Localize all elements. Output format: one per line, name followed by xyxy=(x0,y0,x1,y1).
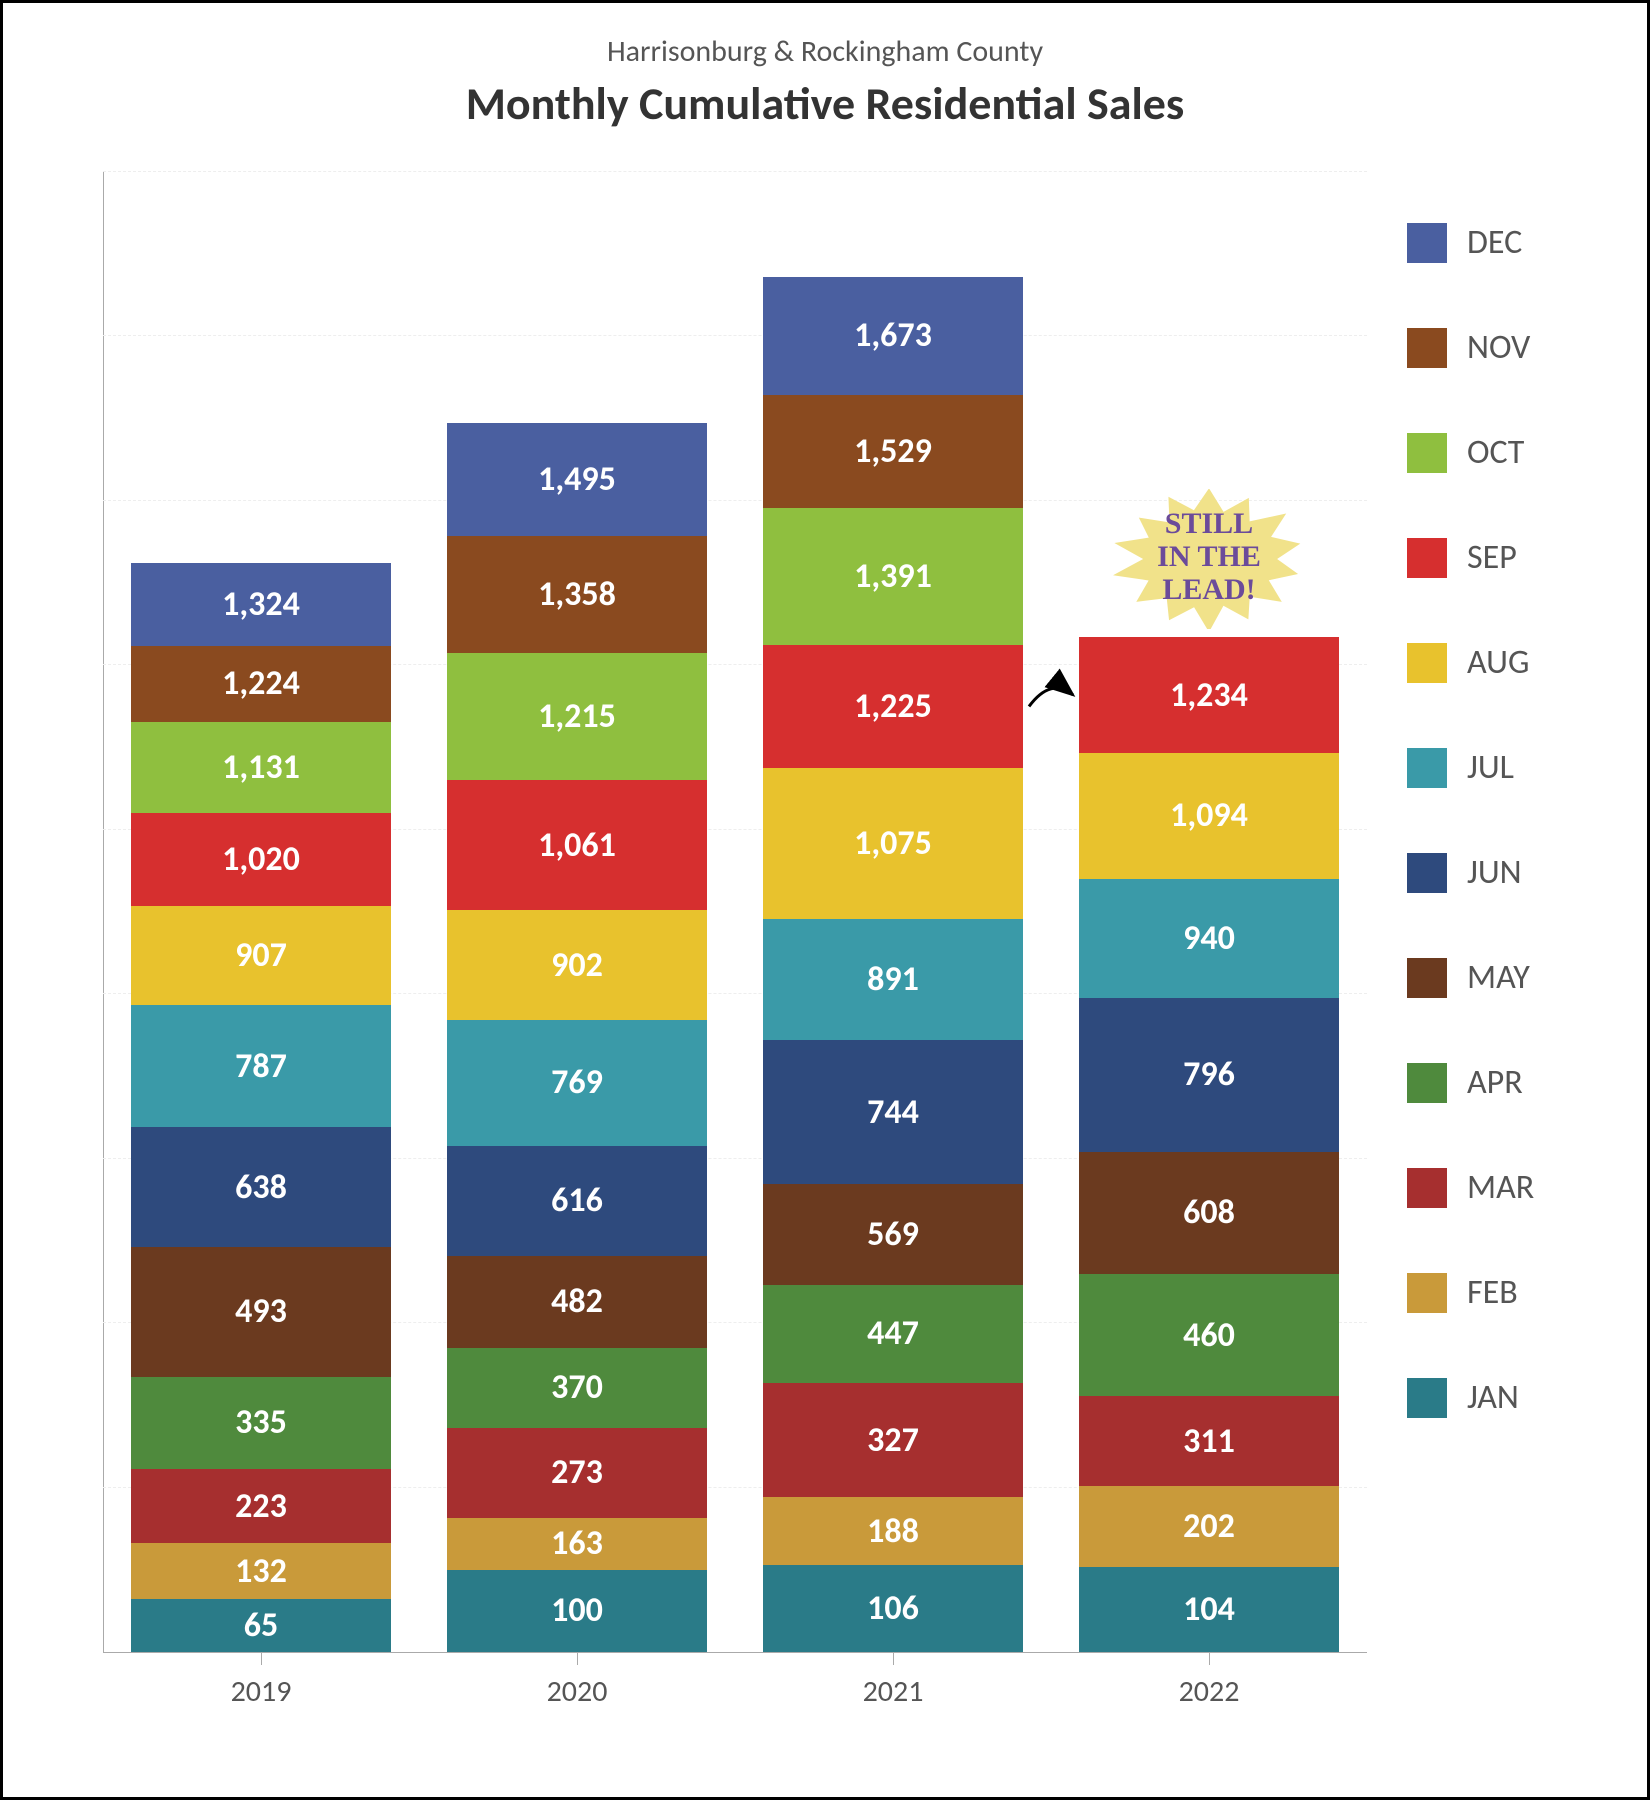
seg-2021-MAY: 569 xyxy=(763,1184,1023,1284)
legend-swatch-JUL xyxy=(1407,748,1447,788)
bar-2020: 1001632733704826167699021,0611,2151,3581… xyxy=(447,423,707,1652)
legend-swatch-MAR xyxy=(1407,1168,1447,1208)
legend-label-NOV: NOV xyxy=(1467,327,1530,368)
seg-2019-MAY: 493 xyxy=(131,1247,391,1377)
seg-2022-SEP: 1,234 xyxy=(1079,637,1339,752)
plot-wrap: 651322233354936387879071,0201,1311,2241,… xyxy=(43,142,1607,1722)
seg-2020-JAN: 100 xyxy=(447,1570,707,1652)
seg-2022-APR: 460 xyxy=(1079,1274,1339,1397)
seg-2019-OCT: 1,131 xyxy=(131,722,391,813)
legend-swatch-DEC xyxy=(1407,223,1447,263)
legend-item-SEP: SEP xyxy=(1407,537,1607,578)
legend-item-AUG: AUG xyxy=(1407,642,1607,683)
seg-2021-JUL: 891 xyxy=(763,919,1023,1040)
legend-item-APR: APR xyxy=(1407,1062,1607,1103)
seg-2021-JUN: 744 xyxy=(763,1040,1023,1184)
seg-2021-SEP: 1,225 xyxy=(763,645,1023,768)
legend-item-MAY: MAY xyxy=(1407,957,1607,998)
legend-swatch-MAY xyxy=(1407,958,1447,998)
seg-2021-DEC: 1,673 xyxy=(763,277,1023,395)
seg-2022-MAR: 311 xyxy=(1079,1396,1339,1486)
seg-2022-JUN: 796 xyxy=(1079,998,1339,1153)
seg-2020-NOV: 1,358 xyxy=(447,536,707,654)
legend-label-MAR: MAR xyxy=(1467,1167,1534,1208)
legend-swatch-OCT xyxy=(1407,433,1447,473)
seg-2020-JUL: 769 xyxy=(447,1020,707,1146)
seg-2020-DEC: 1,495 xyxy=(447,423,707,536)
legend-label-MAY: MAY xyxy=(1467,957,1530,998)
x-tick-2020: 2020 xyxy=(447,1653,707,1722)
legend-item-NOV: NOV xyxy=(1407,327,1607,368)
seg-2020-AUG: 902 xyxy=(447,910,707,1019)
seg-2019-AUG: 907 xyxy=(131,906,391,1005)
seg-2019-APR: 335 xyxy=(131,1377,391,1469)
legend-item-DEC: DEC xyxy=(1407,222,1607,263)
seg-2019-NOV: 1,224 xyxy=(131,646,391,722)
seg-2022-JUL: 940 xyxy=(1079,879,1339,997)
x-axis: 2019 2020 2021 2022 xyxy=(103,1652,1367,1722)
bar-2021: 1061883274475697448911,0751,2251,3911,52… xyxy=(763,277,1023,1652)
bar-2019: 651322233354936387879071,0201,1311,2241,… xyxy=(131,563,391,1652)
x-tick-2019: 2019 xyxy=(131,1653,391,1722)
seg-2019-DEC: 1,324 xyxy=(131,563,391,645)
seg-2019-JUN: 638 xyxy=(131,1127,391,1246)
seg-2022-MAY: 608 xyxy=(1079,1152,1339,1274)
legend: DEC NOV OCT SEP AUG JUL JUN MAY APR MAR FEB JAN xyxy=(1367,142,1607,1722)
seg-2019-SEP: 1,020 xyxy=(131,813,391,906)
chart-title: Monthly Cumulative Residential Sales xyxy=(43,76,1607,132)
legend-swatch-FEB xyxy=(1407,1273,1447,1313)
title-block: Harrisonburg & Rockingham County Monthly… xyxy=(43,33,1607,132)
legend-label-JUN: JUN xyxy=(1467,852,1522,893)
x-tick-2021: 2021 xyxy=(763,1653,1023,1722)
legend-swatch-APR xyxy=(1407,1063,1447,1103)
seg-2021-MAR: 327 xyxy=(763,1383,1023,1497)
seg-2021-APR: 447 xyxy=(763,1285,1023,1384)
bars-row: 651322233354936387879071,0201,1311,2241,… xyxy=(103,172,1367,1652)
legend-label-JUL: JUL xyxy=(1467,747,1514,788)
legend-item-OCT: OCT xyxy=(1407,432,1607,473)
seg-2019-MAR: 223 xyxy=(131,1469,391,1544)
x-tick-2022: 2022 xyxy=(1079,1653,1339,1722)
seg-2022-AUG: 1,094 xyxy=(1079,753,1339,880)
seg-2022-FEB: 202 xyxy=(1079,1486,1339,1567)
seg-2020-OCT: 1,215 xyxy=(447,653,707,780)
legend-label-JAN: JAN xyxy=(1467,1377,1519,1418)
legend-item-MAR: MAR xyxy=(1407,1167,1607,1208)
seg-2021-NOV: 1,529 xyxy=(763,395,1023,508)
bar-2022: 1042023114606087969401,0941,234 xyxy=(1079,637,1339,1652)
seg-2019-JUL: 787 xyxy=(131,1005,391,1128)
seg-2020-JUN: 616 xyxy=(447,1146,707,1256)
legend-label-FEB: FEB xyxy=(1467,1272,1518,1313)
legend-swatch-SEP xyxy=(1407,538,1447,578)
chart-frame: Harrisonburg & Rockingham County Monthly… xyxy=(0,0,1650,1800)
seg-2021-AUG: 1,075 xyxy=(763,768,1023,919)
seg-2020-APR: 370 xyxy=(447,1348,707,1428)
legend-label-APR: APR xyxy=(1467,1062,1523,1103)
legend-item-JUN: JUN xyxy=(1407,852,1607,893)
seg-2022-JAN: 104 xyxy=(1079,1567,1339,1653)
legend-swatch-JUN xyxy=(1407,853,1447,893)
legend-swatch-NOV xyxy=(1407,328,1447,368)
legend-label-SEP: SEP xyxy=(1467,537,1517,578)
seg-2021-FEB: 188 xyxy=(763,1497,1023,1564)
seg-2021-JAN: 106 xyxy=(763,1565,1023,1652)
seg-2020-SEP: 1,061 xyxy=(447,780,707,911)
seg-2019-FEB: 132 xyxy=(131,1543,391,1598)
seg-2019-JAN: 65 xyxy=(131,1599,391,1652)
legend-item-FEB: FEB xyxy=(1407,1272,1607,1313)
seg-2021-OCT: 1,391 xyxy=(763,508,1023,644)
legend-swatch-AUG xyxy=(1407,643,1447,683)
seg-2020-MAY: 482 xyxy=(447,1256,707,1348)
seg-2020-MAR: 273 xyxy=(447,1428,707,1518)
chart-subtitle: Harrisonburg & Rockingham County xyxy=(43,33,1607,70)
legend-label-AUG: AUG xyxy=(1467,642,1529,683)
legend-item-JUL: JUL xyxy=(1407,747,1607,788)
legend-label-OCT: OCT xyxy=(1467,432,1524,473)
seg-2020-FEB: 163 xyxy=(447,1518,707,1570)
plot-area: 651322233354936387879071,0201,1311,2241,… xyxy=(43,142,1367,1722)
legend-item-JAN: JAN xyxy=(1407,1377,1607,1418)
legend-label-DEC: DEC xyxy=(1467,222,1522,263)
legend-swatch-JAN xyxy=(1407,1378,1447,1418)
